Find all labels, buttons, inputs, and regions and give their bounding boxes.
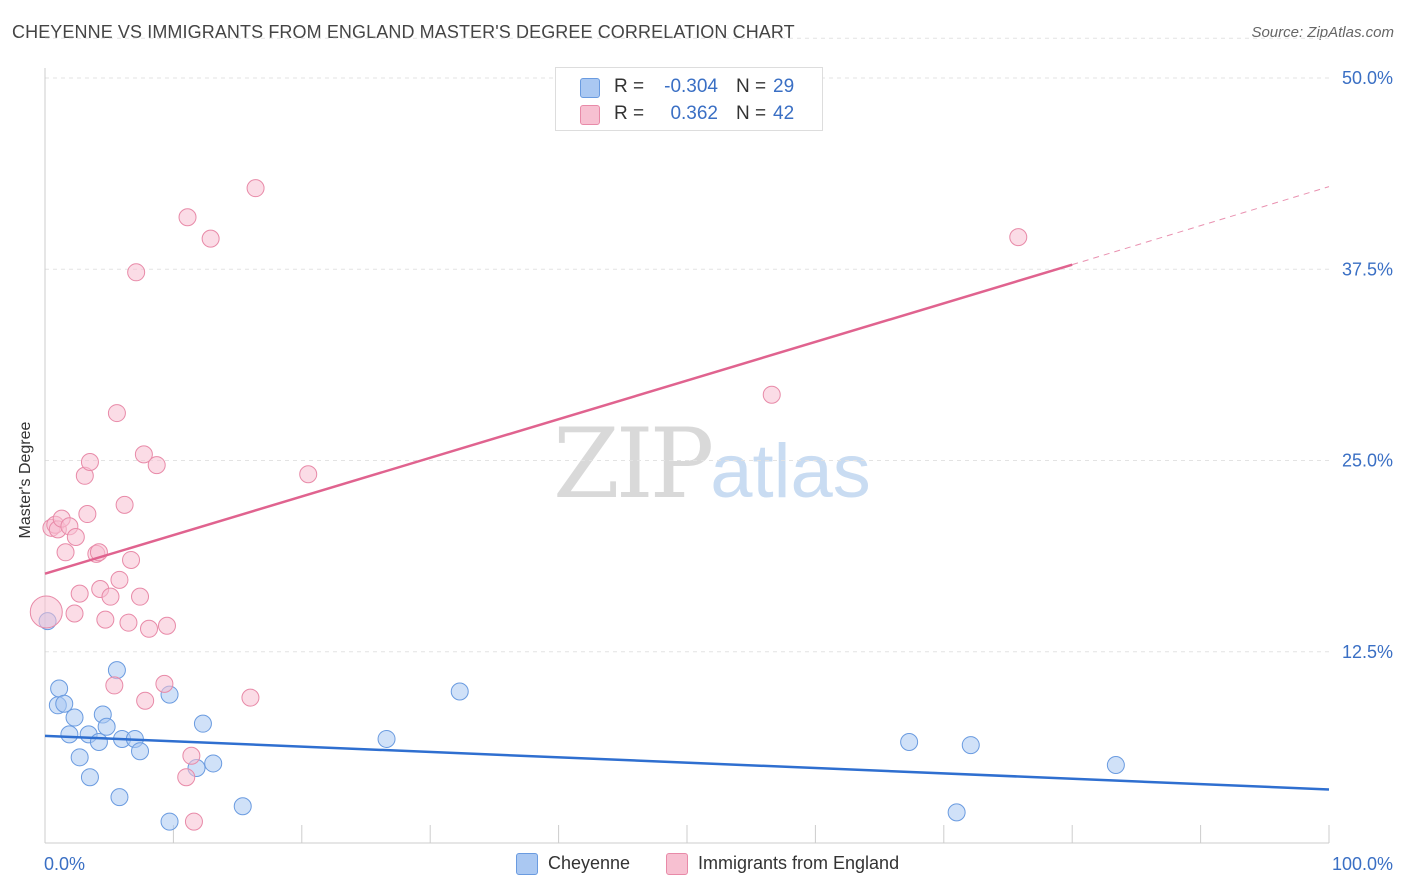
y-tick-label: 50.0% [1342, 68, 1393, 88]
bottom-legend-label-cheyenne: Cheyenne [548, 853, 631, 873]
england-point [105, 676, 124, 695]
england-point [241, 688, 260, 707]
x-tick-label: 0.0% [44, 854, 85, 874]
england-point [56, 543, 75, 562]
england-point [182, 746, 201, 765]
england-point [136, 691, 155, 710]
england-point [78, 505, 97, 524]
england-point [147, 456, 166, 475]
cheyenne-point [377, 729, 396, 748]
bottom-legend-label-england: Immigrants from England [698, 853, 900, 873]
cheyenne-point [193, 714, 212, 733]
cheyenne-point [65, 708, 84, 727]
cheyenne-point [961, 736, 980, 755]
england-point [1009, 228, 1028, 247]
england-point [80, 453, 99, 472]
cheyenne-point [70, 748, 89, 767]
y-axis-label-wrap: Master's Degree [6, 400, 46, 560]
england-point [107, 404, 126, 423]
england-point [29, 595, 63, 629]
legend-r-value: 0.362 [670, 103, 718, 124]
england-point [157, 616, 176, 635]
england-point [762, 385, 781, 404]
cheyenne-point [50, 679, 69, 698]
legend-row-england: R = 0.362 N = 42 [556, 101, 822, 127]
cheyenne-point [55, 694, 74, 713]
england-point [66, 528, 85, 546]
england-point [110, 570, 129, 589]
legend-n-value: 29 [773, 76, 795, 97]
cheyenne-point [131, 742, 150, 761]
stats-legend: R = -0.304 N = 29 R = 0.362 N = 42 [555, 67, 823, 131]
legend-n-label: N = [736, 103, 767, 124]
cheyenne-point [204, 754, 223, 773]
england-point [201, 229, 220, 248]
legend-r-value: -0.304 [664, 76, 718, 97]
legend-swatch-england [580, 105, 600, 125]
england-point [177, 768, 196, 787]
england-point [119, 613, 138, 632]
england-point [178, 208, 197, 227]
cheyenne-point [160, 812, 179, 831]
cheyenne-point [110, 788, 129, 807]
legend-row-cheyenne: R = -0.304 N = 29 [556, 74, 822, 100]
england-point [127, 263, 146, 282]
legend-n-label: N = [736, 76, 767, 97]
england-point [101, 587, 120, 606]
england-point [299, 465, 318, 484]
y-tick-label: 25.0% [1342, 451, 1393, 471]
england-point [131, 587, 150, 606]
cheyenne-point [97, 717, 116, 736]
cheyenne-point [60, 725, 79, 744]
chart-title: CHEYENNE VS IMMIGRANTS FROM ENGLAND MAST… [12, 22, 795, 42]
england-point [122, 550, 141, 569]
cheyenne-point [233, 797, 252, 816]
england-point [70, 584, 89, 603]
source-label: Source: ZipAtlas.com [1251, 24, 1394, 41]
england-point [65, 604, 84, 623]
england-trendline [44, 263, 1073, 575]
cheyenne-point [1106, 755, 1125, 774]
bottom-legend-swatch-england [666, 853, 688, 875]
england-point [184, 812, 203, 831]
england-point [134, 445, 153, 464]
legend-swatch-cheyenne [580, 78, 600, 98]
cheyenne-point [947, 803, 966, 822]
cheyenne-trendline [44, 734, 1330, 791]
england-point [246, 179, 265, 198]
cheyenne-point [89, 733, 108, 752]
cheyenne-point [80, 768, 99, 787]
y-tick-label: 12.5% [1342, 642, 1393, 662]
england-point [115, 495, 134, 514]
legend-r-label: R = [614, 103, 645, 124]
england-point [96, 610, 115, 629]
legend-r-label: R = [614, 76, 645, 97]
bottom-legend-swatch-cheyenne [516, 853, 538, 875]
legend-n-value: 42 [773, 103, 795, 124]
y-axis-label: Master's Degree [17, 421, 34, 539]
y-tick-label: 37.5% [1342, 259, 1393, 279]
england-point [140, 619, 159, 638]
england-trendline-extension [1072, 186, 1330, 266]
cheyenne-point [900, 733, 919, 752]
cheyenne-point [450, 682, 469, 701]
cheyenne-point [107, 661, 126, 680]
x-tick-label: 100.0% [1332, 854, 1393, 874]
england-point [155, 674, 174, 693]
